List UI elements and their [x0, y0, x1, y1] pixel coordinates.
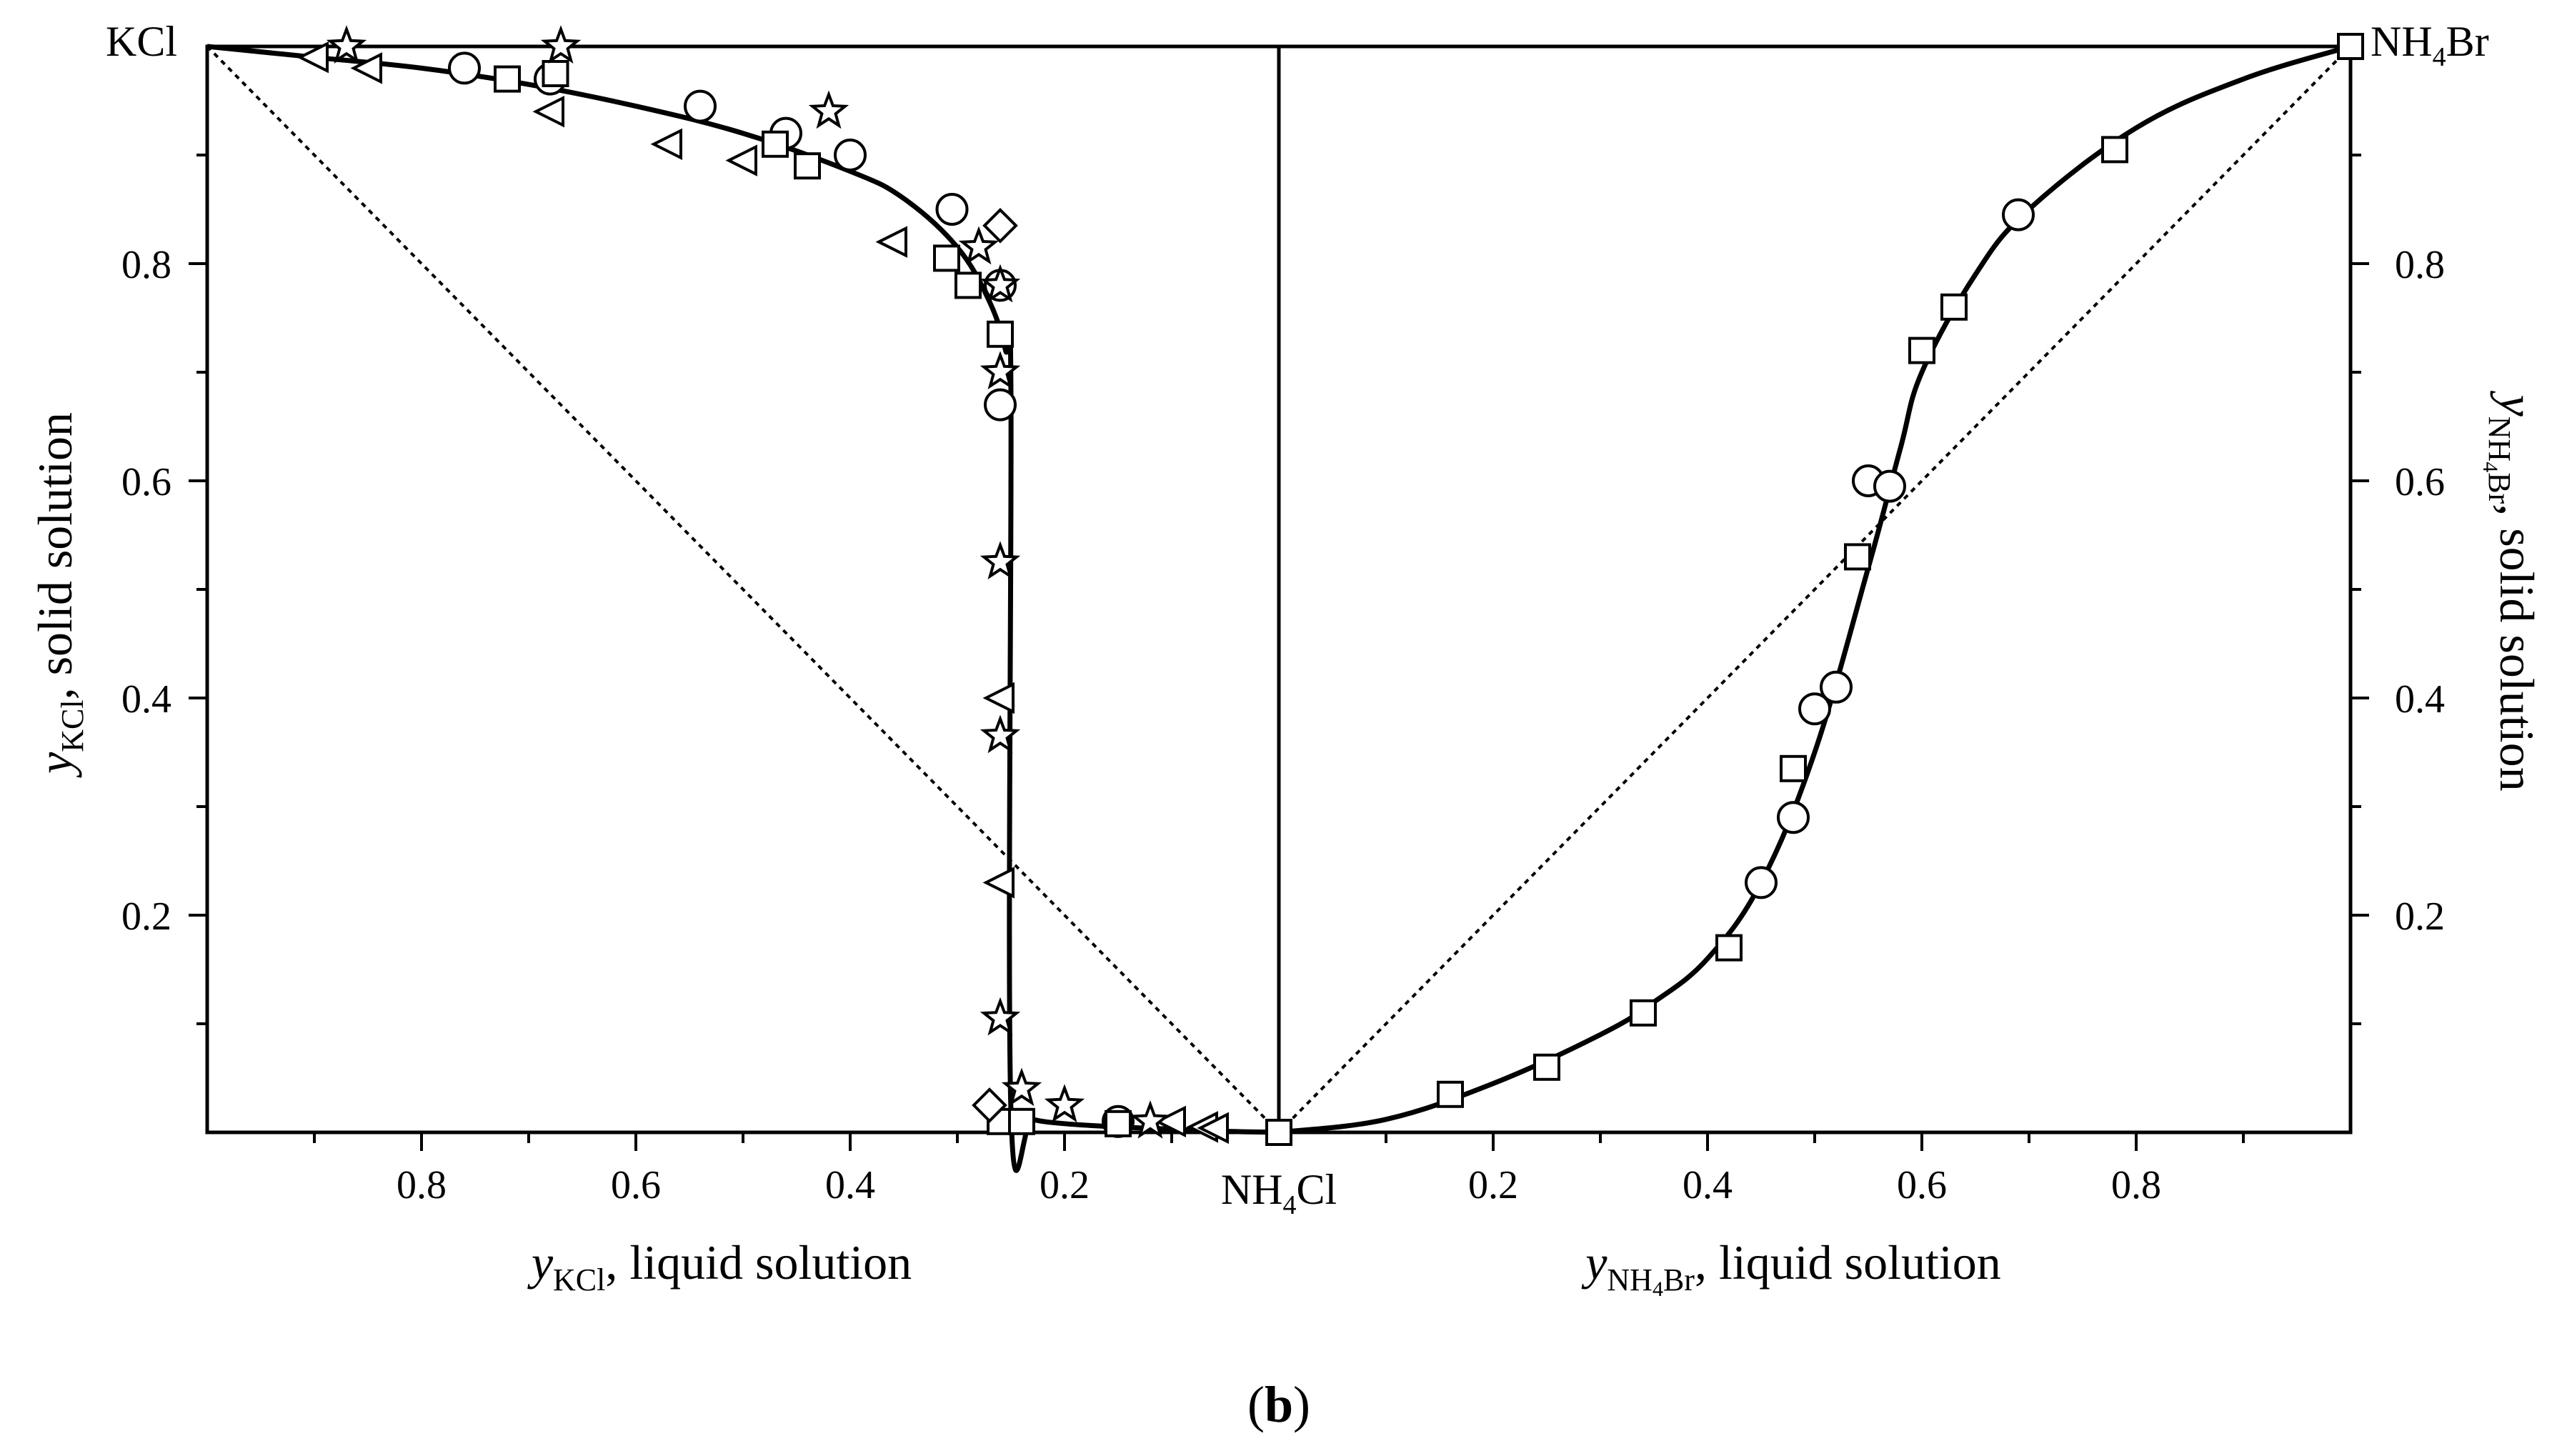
right-circle-marker [1798, 692, 1831, 726]
left-triangle-left-marker [532, 95, 564, 128]
left-square-marker [987, 320, 1014, 348]
left-star-marker [980, 714, 1021, 754]
left-y-tick-label: 0.6 [121, 460, 171, 504]
right-y-tick-label: 0.8 [2395, 243, 2445, 287]
corner-label-kcl: KCl [106, 18, 177, 65]
left-diagonal-line [206, 45, 1280, 1134]
left-square-marker [494, 65, 521, 93]
left-star-marker [326, 25, 367, 64]
left-circle-marker [684, 89, 717, 123]
left-square-marker [794, 152, 821, 180]
right-y-tick-label: 0.6 [2395, 460, 2445, 504]
left-triangle-left-marker [1154, 1105, 1186, 1138]
left-triangle-left-marker [296, 41, 329, 74]
right-y-tick-label: 0.2 [2395, 894, 2445, 939]
corner-label-nh4cl: NH4Cl [1221, 1166, 1337, 1220]
right-x-axis-label: yNH4Br, liquid solution [1581, 1235, 2001, 1301]
left-circle-marker [984, 388, 1017, 422]
left-y-tick-label: 0.2 [121, 894, 171, 939]
left-triangle-left-marker [982, 682, 1015, 714]
left-y-tick-label: 0.4 [121, 677, 171, 722]
left-y-tick-label: 0.8 [121, 243, 171, 287]
left-square-marker [1105, 1110, 1132, 1137]
left-square-marker [1008, 1107, 1035, 1135]
left-triangle-left-marker [350, 52, 382, 84]
right-circle-marker [2002, 198, 2035, 231]
left-square-marker [542, 60, 569, 87]
right-square-marker [1940, 293, 1968, 321]
panel-label: (b) [1247, 1376, 1310, 1433]
ticks-layer [189, 154, 2369, 1151]
left-x-tick-label: 0.8 [397, 1163, 447, 1207]
left-star-marker [1001, 1067, 1042, 1107]
tick-label-layer: 0.2 0.4 0.6 0.8 0.2 0.4 0.6 0.8 0.2 0.4 0.6 0.8 0.2 0… [121, 243, 2445, 1207]
left-circle-marker [448, 51, 481, 85]
left-star-marker [980, 264, 1021, 303]
left-square-marker [762, 130, 789, 158]
left-star-marker [540, 25, 582, 64]
right-circle-marker [1820, 670, 1853, 704]
left-triangle-left-marker [725, 144, 757, 176]
left-circle-marker [834, 139, 867, 171]
right-square-marker [1908, 336, 1935, 364]
left-x-tick-label: 0.2 [1040, 1163, 1090, 1207]
left-square-marker [933, 244, 960, 272]
left-star-marker [1130, 1100, 1171, 1139]
left-diamond-marker [972, 1087, 1007, 1123]
right-square-marker [1780, 754, 1807, 782]
left-x-tick-label: 0.4 [825, 1163, 875, 1207]
left-y-axis-label: yKCl, solid solution [28, 412, 90, 778]
right-circle-marker [1745, 866, 1778, 899]
right-circle-marker [1777, 801, 1810, 834]
left-star-marker [980, 541, 1021, 580]
corner-label-nh4br: NH4Br [2371, 18, 2489, 72]
left-circle-marker [935, 193, 969, 226]
right-square-marker [1844, 543, 1871, 571]
left-star-marker [980, 997, 1021, 1036]
left-diamond-marker [982, 207, 1018, 244]
left-square-marker [954, 271, 982, 299]
right-x-tick-label: 0.2 [1468, 1163, 1518, 1207]
marker-layer [296, 25, 2364, 1146]
right-y-axis-label: yNH4Br, solid solution [2478, 390, 2544, 791]
right-circle-marker [1873, 469, 1906, 503]
right-square-marker [1533, 1053, 1560, 1081]
right-diagonal-line [1277, 45, 2352, 1134]
right-square-marker [2101, 136, 2128, 164]
diagonal-layer [206, 45, 2352, 1134]
left-x-axis-label: yKCl, liquid solution [527, 1235, 912, 1297]
left-triangle-left-marker [1197, 1112, 1229, 1145]
left-triangle-left-marker [650, 128, 682, 161]
right-square-marker [1265, 1119, 1292, 1146]
right-x-tick-label: 0.8 [2111, 1163, 2161, 1207]
right-y-tick-label: 0.4 [2395, 677, 2445, 722]
right-square-marker [1715, 934, 1743, 962]
left-star-marker [1044, 1084, 1085, 1123]
right-square-marker [1630, 999, 1657, 1027]
right-x-tick-label: 0.6 [1897, 1163, 1947, 1207]
right-square-marker [1437, 1080, 1464, 1108]
left-star-marker [808, 90, 849, 129]
right-square-marker [2337, 33, 2364, 60]
left-x-tick-label: 0.6 [611, 1163, 661, 1207]
left-triangle-left-marker [875, 226, 907, 258]
right-x-tick-label: 0.4 [1683, 1163, 1733, 1207]
left-star-marker [958, 226, 1000, 265]
left-triangle-left-marker [982, 867, 1015, 899]
left-star-marker [980, 351, 1021, 390]
